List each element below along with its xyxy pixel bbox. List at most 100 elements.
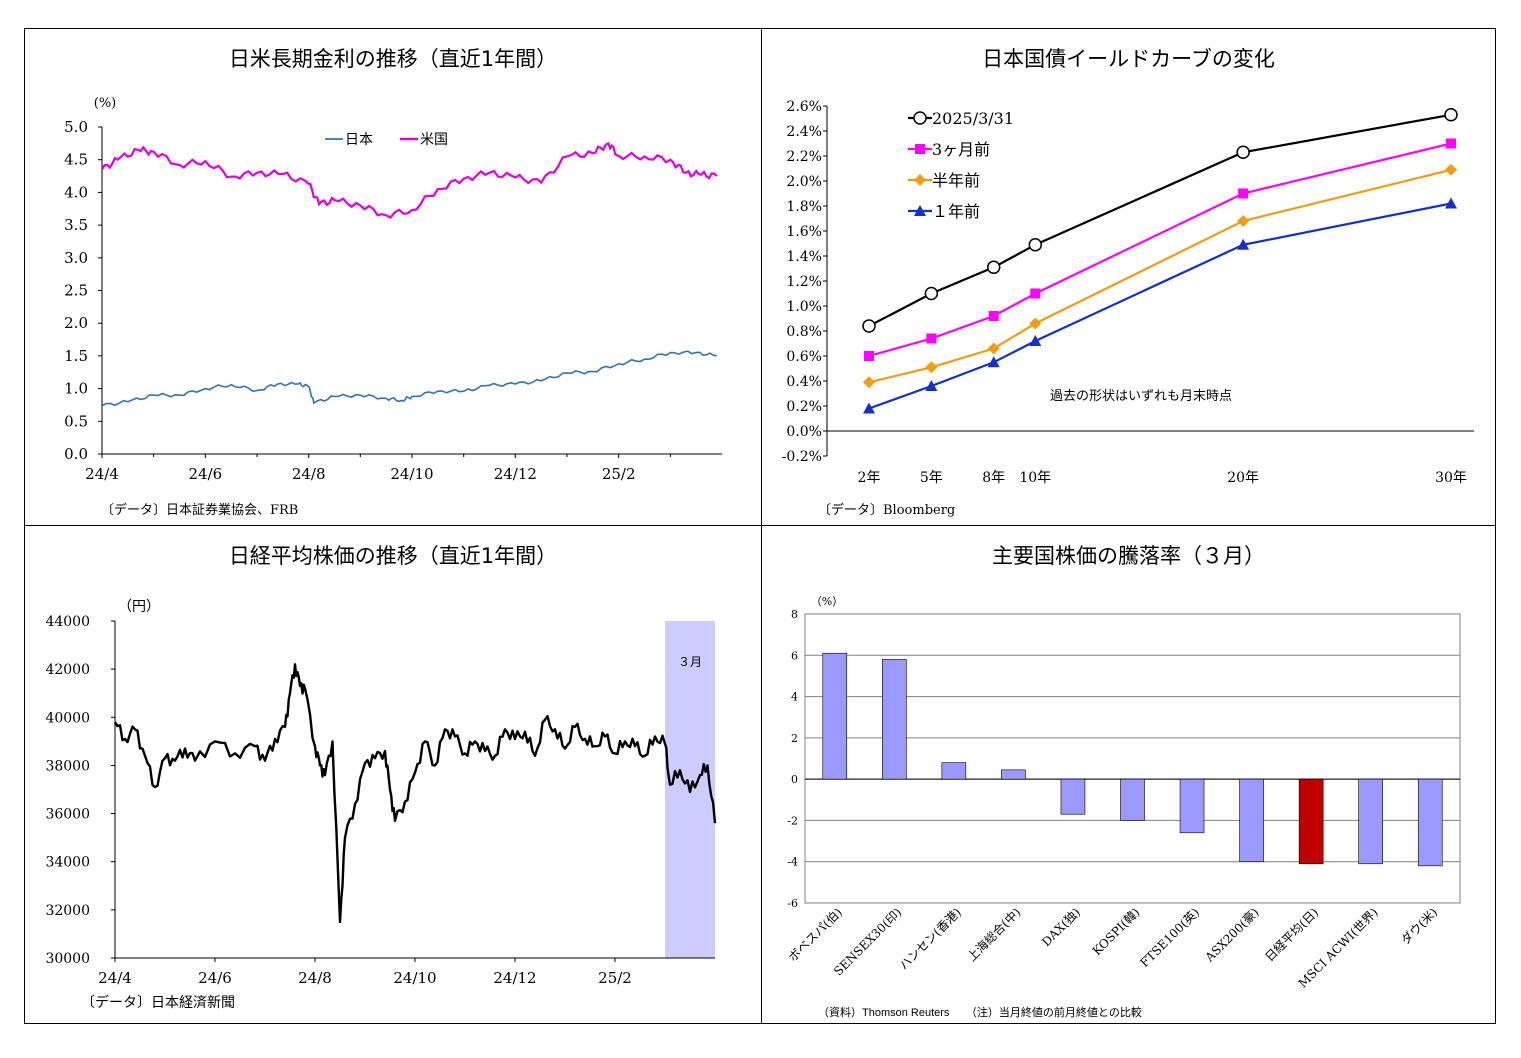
data-point (863, 402, 875, 414)
legend-marker (914, 205, 926, 216)
chart-title: 主要国株価の騰落率（３月） (992, 544, 1265, 568)
y-tick-label: 0.0% (786, 424, 822, 440)
legend-label: 2025/3/31 (932, 109, 1014, 128)
data-point (1446, 138, 1456, 149)
y-tick-label: -0.2% (782, 449, 822, 465)
x-tick-label: 20年 (1227, 470, 1259, 486)
world-stocks-chart: 86420-2-4-6（%）ボベスパ(伯)SENSEX30(印)ハンセン(香港)… (785, 595, 1461, 990)
x-tick-label: 24/10 (390, 465, 433, 483)
y-tick-label: 5.0 (64, 118, 88, 136)
y-tick-label: 4 (791, 691, 798, 704)
y-tick-label: 36000 (45, 807, 90, 823)
x-tick-label: 24/6 (188, 465, 222, 483)
data-point (925, 361, 938, 374)
data-point (987, 356, 1000, 368)
data-point (1237, 238, 1250, 250)
chart-title: 日米長期金利の推移（直近1年間） (228, 47, 558, 71)
series-line-us (101, 141, 718, 219)
series-line (868, 202, 1452, 410)
y-tick-label: 2.0% (786, 174, 822, 190)
x-tick-label: 24/12 (493, 969, 536, 987)
y-tick-label: 2.0 (64, 314, 88, 332)
y-unit-label: （円） (118, 599, 160, 615)
data-point (1445, 163, 1457, 176)
data-point (988, 311, 999, 321)
y-tick-label: 2.2% (786, 149, 822, 165)
chart-source: （資料）Thomson Reuters （注）当月終値の前月終値との比較 (818, 1007, 1142, 1019)
data-point (986, 260, 1001, 274)
y-tick-label: 38000 (45, 758, 90, 774)
series-line (868, 168, 1452, 384)
data-point (1030, 288, 1041, 299)
nikkei-chart: ３月 44000 42000 40000 38000 36000 34000 32000 300… (45, 599, 717, 987)
data-point (926, 333, 937, 344)
x-tick-label: 30年 (1435, 470, 1467, 486)
y-tick-label: 0.5 (64, 412, 88, 430)
series-line (868, 113, 1452, 327)
x-category-label: 上海総合(中) (964, 905, 1024, 965)
bar (1060, 778, 1086, 815)
jp-us-yield-panel: 日米長期金利の推移（直近1年間） 0.0 0.5 1.0 1.5 2.0 2.5 3.0 3.… (24, 28, 762, 526)
y-tick-label: 32000 (45, 903, 90, 919)
series-line (868, 142, 1452, 358)
highlight-label: ３月 (678, 655, 702, 669)
y-tick-label: 0.6% (786, 349, 822, 365)
x-tick-label: 24/4 (98, 969, 132, 987)
y-tick-label: 34000 (45, 855, 90, 871)
x-tick-label: 24/8 (298, 969, 332, 987)
legend-marker (914, 174, 926, 186)
bar (882, 659, 907, 780)
data-point (1029, 335, 1042, 346)
nikkei-line (113, 663, 717, 924)
y-tick-label: 1.6% (786, 224, 822, 240)
x-tick-label: 10年 (1019, 470, 1051, 486)
legend-marker (915, 144, 925, 154)
y-tick-label: -4 (787, 856, 798, 869)
data-point (924, 286, 939, 301)
x-category-label: KOSPI(韓) (1090, 905, 1143, 958)
chart-source: 〔データ〕日本証券業協会、FRB (101, 503, 299, 518)
y-unit-label: （%） (811, 595, 843, 608)
y-tick-label: 30000 (45, 951, 90, 967)
data-point (1445, 197, 1457, 209)
y-tick-label: 2.6% (786, 99, 822, 115)
bar (1120, 778, 1145, 821)
x-tick-label: 2年 (858, 470, 881, 486)
x-tick-label: 24/6 (198, 969, 232, 987)
y-tick-label: 0.4% (786, 374, 822, 390)
y-tick-label: 1.8% (786, 199, 822, 215)
legend-label: 米国 (420, 132, 448, 148)
x-tick-label: 24/4 (85, 465, 119, 483)
y-tick-label: 42000 (45, 662, 90, 678)
x-category-label: 日経平均(日) (1262, 905, 1321, 964)
y-tick-label: 3.0 (64, 249, 88, 267)
bar (941, 762, 967, 780)
legend-marker (913, 111, 927, 125)
data-point (987, 342, 1000, 355)
data-point (862, 319, 876, 333)
y-tick-label: 0.2% (786, 399, 822, 415)
x-tick-label: 25/2 (602, 465, 636, 483)
bar (822, 652, 848, 780)
data-point (863, 376, 875, 389)
x-category-label: ダウ(米) (1398, 905, 1441, 948)
x-tick-label: 24/8 (292, 465, 326, 483)
legend-label: 3ヶ月前 (932, 140, 990, 159)
data-point (1028, 238, 1043, 252)
bar (1417, 778, 1443, 867)
y-tick-label: 0.8% (786, 324, 822, 340)
y-tick-label: 40000 (45, 710, 90, 726)
world-stocks-panel: 主要国株価の騰落率（３月） 8 6 4 2 0 -2 -4 -6 （%） ボベスパ(伯) SENSE… (761, 525, 1496, 1024)
legend-label: 半年前 (932, 171, 980, 190)
y-unit-label: (%) (94, 96, 117, 111)
y-tick-label: 1.4% (786, 249, 822, 265)
data-point (1236, 145, 1250, 159)
y-tick-label: 4.5 (64, 151, 88, 169)
bar (1001, 769, 1026, 780)
x-tick-label: 24/10 (393, 969, 436, 987)
y-tick-label: 44000 (45, 614, 90, 630)
y-tick-label: 0 (791, 773, 798, 786)
x-tick-label: 24/12 (494, 465, 537, 483)
y-tick-label: 1.5 (64, 347, 88, 365)
yield-curve-panel: 日本国債イールドカーブの変化 2.6% 2.4% 2.2% 2.0% 1.8% 1.6% 1… (761, 28, 1496, 526)
